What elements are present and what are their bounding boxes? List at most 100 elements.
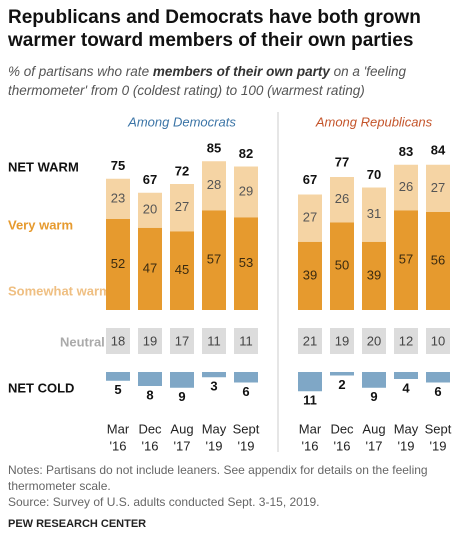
subtitle-part: on a 'feeling thermometer' from 0 (colde… bbox=[8, 64, 407, 98]
neutral-label: 20 bbox=[367, 333, 381, 348]
bar-segment bbox=[138, 192, 162, 228]
x-tick-label: '16 bbox=[142, 438, 159, 453]
subtitle-part: members of their own party bbox=[152, 64, 330, 79]
cold-bar bbox=[330, 372, 354, 376]
net-warm-label: 67 bbox=[143, 172, 157, 187]
row-label: NET WARM bbox=[8, 159, 79, 174]
value-label: 20 bbox=[143, 202, 157, 217]
neutral-label: 17 bbox=[175, 333, 189, 348]
x-tick-label: '17 bbox=[366, 438, 383, 453]
x-tick-label: Dec bbox=[138, 421, 162, 436]
value-label: 57 bbox=[399, 252, 413, 267]
x-tick-label: '19 bbox=[238, 438, 255, 453]
net-cold-label: 2 bbox=[338, 377, 345, 392]
x-tick-label: '19 bbox=[398, 438, 415, 453]
x-tick-label: '19 bbox=[206, 438, 223, 453]
net-warm-label: 84 bbox=[431, 142, 446, 157]
net-cold-label: 11 bbox=[303, 393, 317, 408]
net-warm-label: 77 bbox=[335, 155, 349, 170]
value-label: 39 bbox=[367, 267, 381, 282]
neutral-box bbox=[234, 328, 258, 354]
cold-bar bbox=[202, 372, 226, 378]
net-cold-label: 9 bbox=[178, 389, 185, 404]
bar-segment bbox=[170, 231, 194, 310]
chart-title: Republicans and Democrats have both grow… bbox=[8, 7, 421, 51]
net-warm-label: 83 bbox=[399, 144, 413, 159]
net-cold-label: 8 bbox=[146, 387, 153, 402]
neutral-box bbox=[394, 328, 418, 354]
value-label: 26 bbox=[399, 179, 413, 194]
cold-bar bbox=[138, 372, 162, 386]
cold-bar bbox=[394, 372, 418, 379]
bar-segment bbox=[234, 217, 258, 310]
net-warm-label: 67 bbox=[303, 172, 317, 187]
cold-bar bbox=[298, 372, 322, 392]
value-label: 23 bbox=[111, 190, 125, 205]
neutral-label: 19 bbox=[335, 333, 349, 348]
neutral-label: 10 bbox=[431, 333, 445, 348]
neutral-label: 21 bbox=[303, 333, 317, 348]
subtitle-part: % of partisans who rate bbox=[8, 64, 153, 79]
x-tick-label: '16 bbox=[110, 438, 127, 453]
row-label: Neutral bbox=[60, 334, 105, 349]
value-label: 52 bbox=[111, 256, 125, 271]
bar-segment bbox=[394, 210, 418, 310]
bar-segment bbox=[202, 210, 226, 310]
neutral-label: 11 bbox=[239, 333, 253, 348]
neutral-box bbox=[138, 328, 162, 354]
bar-segment bbox=[138, 227, 162, 310]
x-tick-label: '17 bbox=[174, 438, 191, 453]
x-tick-label: May bbox=[394, 421, 419, 436]
row-label: Somewhat warm bbox=[8, 283, 111, 298]
value-label: 39 bbox=[303, 267, 317, 282]
bar-segment bbox=[394, 164, 418, 211]
footer: PEW RESEARCH CENTER bbox=[8, 518, 147, 530]
notes-block: Notes: Partisans do not include leaners.… bbox=[8, 462, 468, 510]
net-cold-label: 6 bbox=[242, 384, 249, 399]
bar-segment bbox=[298, 241, 322, 310]
notes: Notes: Partisans do not include leaners.… bbox=[8, 463, 428, 493]
value-label: 27 bbox=[431, 180, 445, 195]
neutral-label: 12 bbox=[399, 333, 413, 348]
value-label: 31 bbox=[367, 206, 381, 221]
x-tick-label: Aug bbox=[362, 421, 385, 436]
bar-segment bbox=[234, 166, 258, 218]
x-tick-label: '19 bbox=[430, 438, 447, 453]
net-cold-label: 9 bbox=[370, 389, 377, 404]
neutral-label: 19 bbox=[143, 333, 157, 348]
bar-segment bbox=[362, 241, 386, 310]
x-tick-label: Mar bbox=[299, 421, 322, 436]
cold-bar bbox=[170, 372, 194, 388]
x-tick-label: Mar bbox=[107, 421, 130, 436]
value-label: 57 bbox=[207, 252, 221, 267]
neutral-box bbox=[106, 328, 130, 354]
x-tick-label: '16 bbox=[334, 438, 351, 453]
x-tick-label: Aug bbox=[170, 421, 193, 436]
source: Source: Survey of U.S. adults conducted … bbox=[8, 495, 320, 509]
x-tick-label: Sept bbox=[233, 421, 260, 436]
neutral-box bbox=[362, 328, 386, 354]
subtitle: % of partisans who rate members of their… bbox=[8, 62, 428, 100]
bar-segment bbox=[362, 187, 386, 242]
value-label: 26 bbox=[335, 191, 349, 206]
neutral-box bbox=[170, 328, 194, 354]
neutral-box bbox=[298, 328, 322, 354]
value-label: 27 bbox=[303, 210, 317, 225]
value-label: 50 bbox=[335, 258, 349, 273]
x-tick-label: Dec bbox=[330, 421, 354, 436]
neutral-label: 18 bbox=[111, 333, 125, 348]
cold-bar bbox=[234, 372, 258, 383]
net-cold-label: 5 bbox=[114, 382, 121, 397]
cold-bar bbox=[426, 372, 450, 383]
net-cold-label: 6 bbox=[434, 384, 441, 399]
neutral-box bbox=[330, 328, 354, 354]
cold-bar bbox=[362, 372, 386, 388]
net-cold-label: 3 bbox=[210, 379, 217, 394]
panel-title: Among Democrats bbox=[127, 114, 236, 129]
net-warm-label: 70 bbox=[367, 167, 381, 182]
value-label: 45 bbox=[175, 262, 189, 277]
bar-segment bbox=[106, 219, 130, 310]
bar-segment bbox=[426, 164, 450, 212]
cold-bar bbox=[106, 372, 130, 381]
neutral-box bbox=[426, 328, 450, 354]
